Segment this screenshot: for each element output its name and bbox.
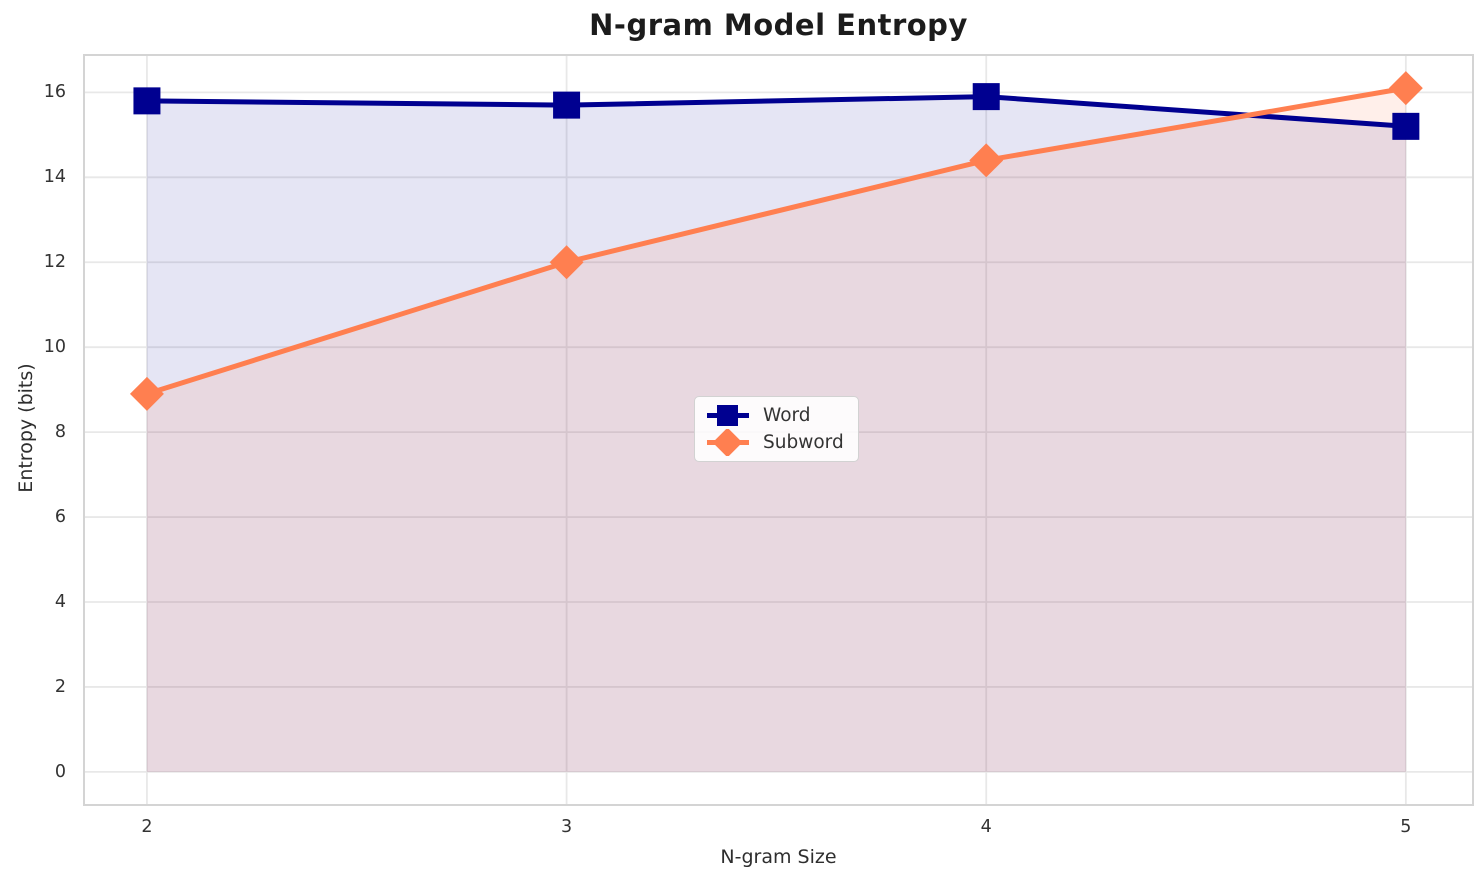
legend-item-word: Word xyxy=(705,402,844,429)
word-data-point-marker xyxy=(553,91,581,119)
word-legend-marker-icon xyxy=(707,405,749,426)
legend: Word Subword xyxy=(694,396,859,462)
legend-item-subword: Subword xyxy=(705,429,844,456)
subword-data-point-marker xyxy=(1388,71,1423,106)
subword-legend-marker-icon xyxy=(707,429,749,456)
y-tick-label: 14 xyxy=(43,167,66,188)
y-tick-label: 12 xyxy=(43,252,66,273)
x-axis-label: N-gram Size xyxy=(720,846,837,868)
y-tick-label: 2 xyxy=(54,676,66,697)
series-markers xyxy=(129,71,1423,411)
word-line xyxy=(146,94,1407,129)
subword-data-point-marker xyxy=(129,376,164,411)
y-tick-label: 0 xyxy=(54,761,66,782)
series-lines xyxy=(146,85,1407,397)
plot-border xyxy=(83,54,1474,806)
y-tick-label: 8 xyxy=(54,422,66,443)
axes-spines xyxy=(83,54,1474,806)
legend-label-subword: Subword xyxy=(763,432,844,453)
subword-line xyxy=(146,85,1407,397)
x-tick-label: 5 xyxy=(1400,817,1412,837)
y-tick-label: 10 xyxy=(43,337,66,358)
word-data-point-marker xyxy=(972,83,1000,111)
y-axis-label: Entropy (bits) xyxy=(15,363,37,493)
y-tick-label: 6 xyxy=(54,507,66,528)
legend-label-word: Word xyxy=(763,405,811,426)
chart-title: N-gram Model Entropy xyxy=(589,8,968,42)
subword-data-point-marker xyxy=(969,143,1004,178)
y-tick-label: 16 xyxy=(43,82,66,103)
subword-data-point-marker xyxy=(549,245,584,280)
x-tick-label: 3 xyxy=(561,817,573,837)
x-tick-label: 4 xyxy=(980,817,992,837)
x-tick-label: 2 xyxy=(141,817,153,837)
word-data-point-marker xyxy=(133,87,161,115)
y-tick-label: 4 xyxy=(54,591,66,612)
word-data-point-marker xyxy=(1392,112,1420,140)
